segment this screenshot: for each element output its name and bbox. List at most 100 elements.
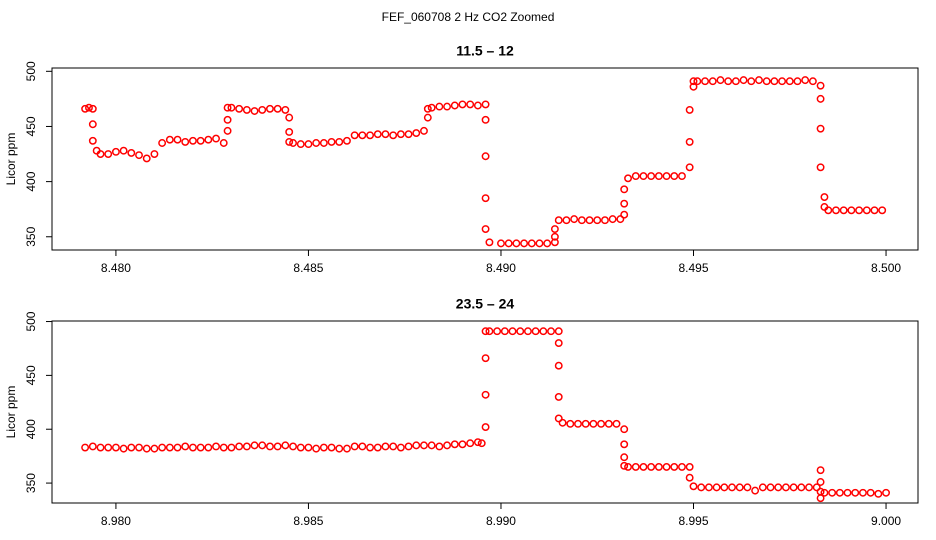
point (566, 419, 575, 428)
point (150, 150, 159, 158)
point (624, 462, 632, 471)
point (624, 174, 632, 183)
point (805, 483, 813, 492)
y-tick-label: 400 (24, 171, 38, 191)
point (839, 206, 848, 215)
point (620, 425, 629, 434)
point (358, 442, 367, 451)
point (697, 483, 706, 492)
point (435, 102, 444, 111)
point (508, 327, 517, 336)
point (647, 172, 656, 181)
point (304, 140, 313, 149)
point (219, 443, 228, 452)
point (473, 101, 482, 110)
point (481, 423, 490, 432)
point (654, 462, 663, 471)
point (685, 462, 694, 471)
x-tick-label: 8.985 (293, 514, 323, 528)
point (554, 414, 563, 423)
point (173, 443, 182, 452)
point (678, 462, 686, 471)
point (523, 327, 532, 336)
point (111, 147, 120, 156)
point (327, 137, 336, 146)
point (289, 139, 297, 147)
point (289, 442, 297, 451)
point (693, 77, 702, 86)
point (581, 419, 590, 428)
point (358, 131, 367, 140)
point (866, 488, 875, 497)
point (96, 150, 105, 158)
point (319, 139, 328, 147)
point (824, 206, 833, 215)
x-tick-label: 8.495 (678, 261, 708, 275)
point (858, 488, 867, 497)
point (350, 131, 359, 140)
point (878, 206, 887, 215)
point (801, 76, 810, 85)
point (104, 443, 113, 452)
point (481, 327, 490, 336)
point (685, 137, 694, 146)
point (570, 215, 579, 224)
point (708, 77, 717, 86)
point (485, 327, 494, 336)
point (554, 339, 563, 348)
point (227, 443, 236, 452)
point (196, 136, 205, 145)
point (481, 390, 490, 399)
figure-title: FEF_060708 2 Hz CO2 Zoomed (382, 10, 555, 24)
point (204, 443, 213, 452)
point (304, 443, 313, 452)
point (88, 120, 97, 129)
point (512, 239, 521, 248)
point (755, 76, 763, 85)
point (350, 442, 359, 451)
point (188, 136, 197, 145)
point (712, 483, 721, 492)
point (181, 442, 190, 451)
point (389, 442, 398, 451)
point (273, 442, 282, 451)
y-axis-label: Licor ppm (4, 386, 18, 439)
point (366, 131, 375, 140)
point (670, 172, 679, 181)
point (404, 442, 413, 451)
point (420, 126, 428, 135)
point (212, 134, 220, 143)
point (85, 103, 93, 112)
x-tick-label: 8.480 (101, 261, 131, 275)
point (816, 124, 825, 133)
point (600, 216, 609, 225)
point (847, 206, 856, 215)
point (312, 139, 321, 147)
point (620, 185, 629, 194)
point (412, 441, 421, 450)
point (219, 139, 228, 147)
point (319, 443, 328, 452)
point (493, 327, 502, 336)
point (88, 136, 97, 145)
y-tick-label: 350 (24, 473, 38, 493)
point (716, 76, 725, 85)
point (808, 77, 817, 86)
point (843, 488, 852, 497)
point (593, 216, 602, 225)
point (816, 163, 825, 172)
point (435, 442, 444, 451)
point (608, 215, 617, 224)
point (466, 439, 475, 448)
point (335, 444, 344, 453)
point (662, 462, 671, 471)
point (296, 443, 305, 452)
point (558, 418, 567, 427)
point (620, 461, 629, 470)
point (816, 494, 825, 503)
point (250, 107, 259, 115)
point (423, 104, 432, 113)
point (88, 442, 97, 451)
plot-frame (51, 320, 919, 504)
point (631, 462, 640, 471)
